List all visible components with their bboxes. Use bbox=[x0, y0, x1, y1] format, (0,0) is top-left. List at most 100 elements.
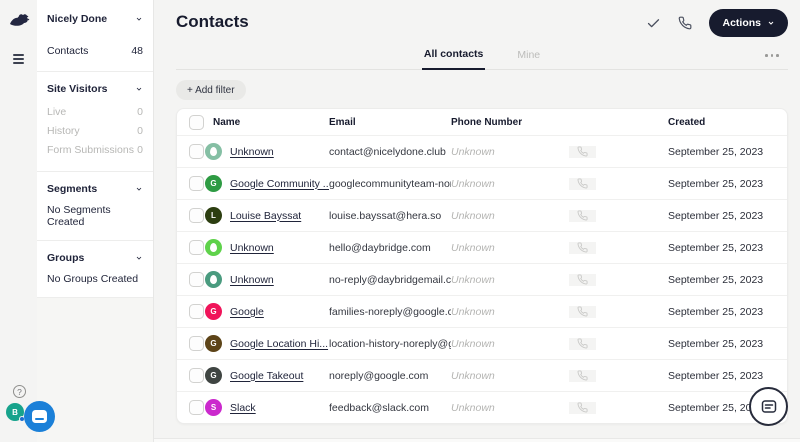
sidebar-empty-area bbox=[37, 298, 153, 442]
avatar bbox=[205, 239, 222, 256]
actions-button[interactable]: Actions bbox=[709, 9, 788, 37]
contacts-count: 48 bbox=[131, 45, 143, 57]
phone-icon bbox=[577, 146, 588, 157]
table-row[interactable]: G Google Location Hi... location-history… bbox=[177, 327, 787, 359]
icon-rail: ? B bbox=[0, 0, 55, 442]
row-checkbox[interactable] bbox=[189, 208, 204, 223]
chevron-down-icon bbox=[136, 17, 142, 21]
call-button[interactable] bbox=[569, 241, 596, 254]
phone-unknown: Unknown bbox=[451, 241, 495, 254]
phone-unknown: Unknown bbox=[451, 273, 495, 286]
person-icon bbox=[210, 243, 217, 252]
contact-name-link[interactable]: Google Community ... bbox=[230, 177, 329, 190]
site-visitors-header[interactable]: Site Visitors bbox=[47, 83, 143, 95]
row-checkbox[interactable] bbox=[189, 272, 204, 287]
sidebar-item-history[interactable]: History 0 bbox=[47, 124, 143, 137]
row-checkbox[interactable] bbox=[189, 400, 204, 415]
table-row[interactable]: L Louise Bayssat louise.bayssat@hera.so … bbox=[177, 199, 787, 231]
segments-empty-state: No Segments Created bbox=[47, 204, 111, 228]
contact-email: no-reply@daybridgemail.com bbox=[329, 273, 451, 286]
segments-header[interactable]: Segments bbox=[47, 183, 143, 195]
call-button[interactable] bbox=[569, 305, 596, 318]
avatar bbox=[205, 143, 222, 160]
contact-name-link[interactable]: Google Takeout bbox=[230, 369, 304, 382]
contact-name-link[interactable]: Unknown bbox=[230, 273, 274, 286]
call-log-button[interactable] bbox=[678, 16, 692, 30]
chevron-down-icon bbox=[136, 256, 142, 260]
contact-name-link[interactable]: Google Location Hi... bbox=[230, 337, 329, 350]
phone-unknown: Unknown bbox=[451, 305, 495, 318]
created-date: September 25, 2023 bbox=[668, 305, 764, 318]
call-button[interactable] bbox=[569, 337, 596, 350]
feedback-button[interactable] bbox=[749, 387, 788, 426]
section-segments: Segments No Segments Created bbox=[37, 172, 153, 240]
call-button[interactable] bbox=[569, 273, 596, 286]
column-header-name: Name bbox=[213, 116, 241, 128]
row-checkbox[interactable] bbox=[189, 144, 204, 159]
row-checkbox[interactable] bbox=[189, 336, 204, 351]
phone-icon bbox=[577, 402, 588, 413]
row-checkbox[interactable] bbox=[189, 368, 204, 383]
sidebar: Nicely Done Contacts 48 Site Visitors Li… bbox=[37, 0, 154, 442]
phone-icon bbox=[577, 306, 588, 317]
chevron-down-icon bbox=[136, 187, 142, 191]
table-row[interactable]: G Google families-noreply@google.com Unk… bbox=[177, 295, 787, 327]
phone-unknown: Unknown bbox=[451, 337, 495, 350]
sidebar-item-live[interactable]: Live 0 bbox=[47, 105, 143, 118]
contact-name-link[interactable]: Louise Bayssat bbox=[230, 209, 302, 222]
divider bbox=[37, 71, 153, 72]
contact-name-link[interactable]: Unknown bbox=[230, 241, 274, 254]
phone-icon bbox=[577, 338, 588, 349]
table-row[interactable]: G Google Community ... googlecommunityte… bbox=[177, 167, 787, 199]
chat-launcher-button[interactable] bbox=[24, 401, 55, 432]
table-row[interactable]: S Slack feedback@slack.com Unknown Septe… bbox=[177, 391, 787, 423]
avatar: G bbox=[205, 335, 222, 352]
tab-mine[interactable]: Mine bbox=[515, 44, 542, 69]
phone-icon bbox=[577, 370, 588, 381]
chevron-down-icon bbox=[768, 21, 774, 25]
sidebar-item-form-submissions[interactable]: Form Submissions 0 bbox=[47, 143, 143, 156]
avatar: G bbox=[205, 367, 222, 384]
nicely-done-logo-icon[interactable] bbox=[8, 11, 30, 33]
contact-name-link[interactable]: Google bbox=[230, 305, 264, 318]
groups-header[interactable]: Groups bbox=[47, 252, 143, 264]
created-date: September 25, 2023 bbox=[668, 337, 764, 350]
menu-icon[interactable] bbox=[13, 54, 24, 64]
sidebar-item-contacts[interactable]: Contacts 48 bbox=[37, 36, 153, 71]
row-checkbox[interactable] bbox=[189, 304, 204, 319]
row-checkbox[interactable] bbox=[189, 240, 204, 255]
notification-badge[interactable]: B bbox=[6, 403, 25, 422]
workspace-switcher[interactable]: Nicely Done bbox=[37, 0, 153, 36]
contact-name-link[interactable]: Unknown bbox=[230, 145, 274, 158]
main-content: Contacts Actions All contacts Mine + Add… bbox=[154, 0, 800, 442]
table-row[interactable]: Unknown contact@nicelydone.club Unknown … bbox=[177, 135, 787, 167]
created-date: September 25, 2023 bbox=[668, 209, 764, 222]
contact-email: families-noreply@google.com bbox=[329, 305, 451, 318]
contact-email: noreply@google.com bbox=[329, 369, 429, 382]
table-row[interactable]: Unknown no-reply@daybridgemail.com Unkno… bbox=[177, 263, 787, 295]
table-row[interactable]: Unknown hello@daybridge.com Unknown Sept… bbox=[177, 231, 787, 263]
contact-email: feedback@slack.com bbox=[329, 401, 429, 414]
select-all-checkbox[interactable] bbox=[189, 114, 204, 130]
table-header-row: Name Email Phone Number Created bbox=[177, 109, 787, 135]
row-checkbox[interactable] bbox=[189, 176, 204, 191]
call-button[interactable] bbox=[569, 177, 596, 190]
add-filter-button[interactable]: + Add filter bbox=[176, 80, 246, 100]
help-icon[interactable]: ? bbox=[13, 385, 26, 398]
call-button[interactable] bbox=[569, 401, 596, 414]
avatar: L bbox=[205, 207, 222, 224]
table-row[interactable]: G Google Takeout noreply@google.com Unkn… bbox=[177, 359, 787, 391]
call-button[interactable] bbox=[569, 145, 596, 158]
tab-all-contacts[interactable]: All contacts bbox=[421, 44, 486, 70]
contact-name-link[interactable]: Slack bbox=[230, 401, 256, 414]
created-date: September 25, 2023 bbox=[668, 177, 764, 190]
select-mode-button[interactable] bbox=[646, 16, 661, 31]
section-site-visitors: Site Visitors Live 0 History 0 Form Subm… bbox=[37, 72, 153, 171]
avatar bbox=[205, 271, 222, 288]
call-button[interactable] bbox=[569, 369, 596, 382]
call-button[interactable] bbox=[569, 209, 596, 222]
contact-email: googlecommunityteam-noreply... bbox=[329, 177, 451, 190]
contacts-label: Contacts bbox=[47, 45, 89, 57]
more-options-button[interactable] bbox=[762, 51, 782, 60]
avatar: G bbox=[205, 175, 222, 192]
